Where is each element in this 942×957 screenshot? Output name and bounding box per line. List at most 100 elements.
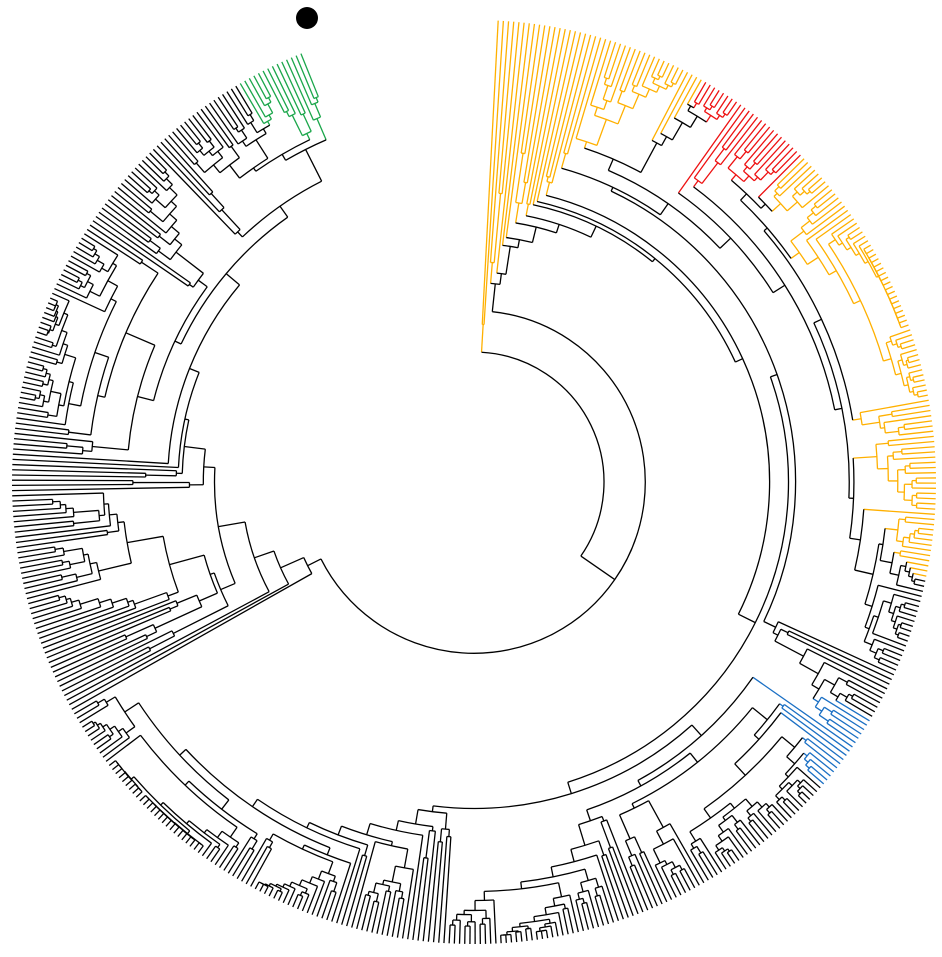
branch bbox=[135, 791, 143, 798]
branch bbox=[398, 883, 402, 892]
branch bbox=[916, 391, 919, 398]
branch bbox=[536, 31, 577, 202]
branch bbox=[16, 417, 66, 426]
branch bbox=[431, 826, 434, 831]
branch bbox=[729, 802, 735, 809]
branch bbox=[811, 684, 820, 690]
branch bbox=[36, 331, 47, 336]
branch bbox=[68, 260, 89, 272]
branch bbox=[38, 326, 49, 332]
branch bbox=[775, 795, 780, 801]
branch bbox=[255, 139, 269, 159]
branch bbox=[862, 421, 880, 426]
branch bbox=[636, 54, 651, 87]
branch bbox=[540, 930, 544, 939]
branch bbox=[779, 703, 784, 707]
branch bbox=[689, 831, 697, 842]
branch bbox=[326, 847, 331, 856]
branch bbox=[52, 638, 128, 673]
branch bbox=[155, 247, 161, 254]
branch bbox=[346, 856, 368, 927]
branch bbox=[45, 372, 51, 375]
branch bbox=[137, 395, 154, 402]
branch bbox=[866, 249, 874, 255]
branch bbox=[698, 851, 704, 855]
branch bbox=[545, 930, 549, 939]
branch bbox=[720, 116, 759, 166]
branch bbox=[96, 738, 112, 750]
branch bbox=[905, 359, 909, 362]
branch bbox=[15, 427, 69, 436]
branch bbox=[264, 101, 272, 107]
branch bbox=[46, 606, 170, 659]
branch bbox=[165, 819, 172, 827]
branch bbox=[887, 290, 896, 296]
branch bbox=[121, 775, 129, 783]
branch bbox=[544, 903, 565, 909]
branch bbox=[651, 72, 689, 141]
branch bbox=[727, 156, 738, 169]
branch bbox=[804, 741, 838, 769]
branch bbox=[251, 840, 258, 850]
branch bbox=[659, 203, 669, 216]
branch bbox=[399, 897, 405, 900]
branch bbox=[212, 146, 224, 157]
branch bbox=[892, 409, 931, 418]
branch bbox=[505, 246, 511, 275]
branch bbox=[203, 466, 215, 469]
branch bbox=[13, 448, 83, 455]
branch bbox=[722, 798, 747, 818]
branch bbox=[643, 851, 668, 903]
branch bbox=[912, 377, 915, 383]
branch bbox=[703, 87, 716, 107]
branch bbox=[152, 624, 158, 633]
branch bbox=[86, 228, 141, 265]
branch bbox=[61, 345, 69, 364]
branch bbox=[26, 366, 43, 372]
branch bbox=[89, 224, 144, 261]
branch bbox=[757, 154, 801, 198]
branch bbox=[703, 107, 708, 112]
branch bbox=[756, 801, 763, 808]
branch bbox=[888, 611, 894, 615]
branch bbox=[493, 899, 497, 944]
branch bbox=[169, 213, 178, 221]
branch bbox=[188, 820, 221, 845]
branch bbox=[910, 573, 914, 581]
branch bbox=[699, 837, 723, 873]
branch bbox=[43, 400, 49, 403]
branch bbox=[891, 300, 900, 305]
branch bbox=[577, 892, 581, 900]
branch bbox=[567, 376, 790, 783]
branch bbox=[908, 533, 911, 543]
branch bbox=[403, 848, 409, 868]
branch bbox=[97, 394, 106, 398]
branch bbox=[790, 252, 800, 259]
branch bbox=[40, 607, 137, 644]
branch bbox=[735, 358, 743, 363]
branch bbox=[901, 622, 914, 628]
branch bbox=[92, 445, 129, 451]
branch bbox=[439, 828, 443, 842]
branch bbox=[391, 897, 400, 937]
branch bbox=[76, 704, 100, 719]
branch bbox=[184, 780, 190, 786]
branch bbox=[719, 237, 732, 249]
branch bbox=[59, 630, 173, 687]
branch bbox=[713, 92, 725, 108]
branch bbox=[888, 594, 895, 613]
branch bbox=[112, 764, 120, 771]
branch bbox=[381, 891, 392, 935]
branch bbox=[796, 766, 821, 789]
branch bbox=[776, 158, 805, 186]
branch bbox=[539, 925, 551, 929]
branch bbox=[24, 578, 63, 590]
branch bbox=[898, 426, 905, 429]
branch bbox=[718, 814, 733, 826]
branch bbox=[831, 233, 840, 246]
branch bbox=[54, 634, 146, 678]
branch bbox=[918, 527, 934, 531]
branch bbox=[57, 595, 61, 601]
branch bbox=[206, 138, 212, 143]
branch bbox=[745, 798, 753, 807]
